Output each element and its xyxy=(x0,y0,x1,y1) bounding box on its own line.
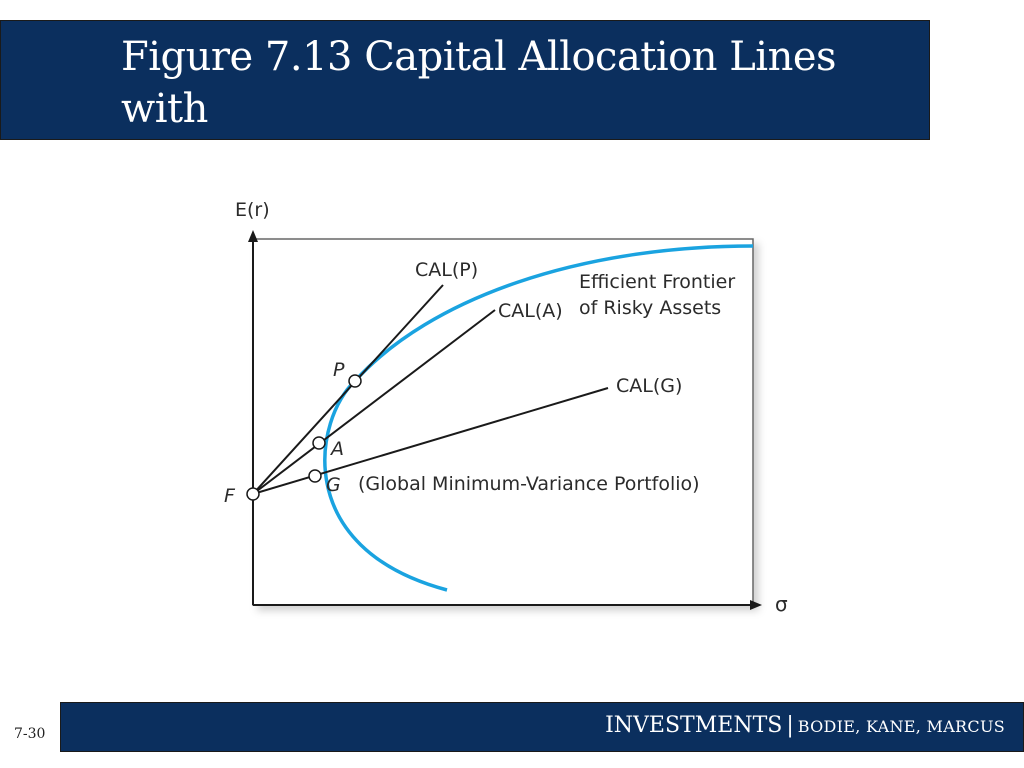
y-axis-arrow-icon xyxy=(248,230,258,242)
footer-credit: INVESTMENTS | BODIE, KANE, MARCUS xyxy=(605,713,1005,738)
y-axis-label: E(r) xyxy=(235,199,270,221)
point-a xyxy=(312,436,326,450)
slide-number: 7-30 xyxy=(14,726,46,742)
point-g-label: G xyxy=(326,474,341,496)
frontier-label-line-1: Efficient Frontier xyxy=(579,271,735,293)
slide-title-line-1: Figure 7.13 Capital Allocation Lines wit… xyxy=(121,34,837,132)
point-f-label: F xyxy=(224,485,236,507)
point-p-label: P xyxy=(333,359,345,381)
cal-g-label: CAL(G) xyxy=(616,375,682,397)
footer-brand: INVESTMENTS xyxy=(605,713,783,738)
slide-title: Figure 7.13 Capital Allocation Lines wit… xyxy=(121,31,921,187)
footer-authors: BODIE, KANE, MARCUS xyxy=(797,717,1005,736)
plot-frame xyxy=(252,238,754,606)
cal-figure: E(r) σ CAL(P) CAL(A) CAL(G) Efficient Fr… xyxy=(210,188,810,628)
cal-a-label: CAL(A) xyxy=(498,300,563,322)
point-g xyxy=(308,469,322,483)
frontier-label-line-2: of Risky Assets xyxy=(579,297,721,319)
cal-diagram: E(r) σ CAL(P) CAL(A) CAL(G) Efficient Fr… xyxy=(224,199,788,616)
slide-title-line-2: Various Portfolios from the Efficient Se… xyxy=(121,138,910,184)
point-a-label: A xyxy=(329,438,344,460)
cal-a-line xyxy=(252,309,496,495)
x-axis-arrow-icon xyxy=(750,600,762,610)
point-p xyxy=(348,374,362,388)
footer-bar: INVESTMENTS | BODIE, KANE, MARCUS xyxy=(60,702,1024,752)
title-banner: Figure 7.13 Capital Allocation Lines wit… xyxy=(0,20,930,184)
point-f xyxy=(246,487,260,501)
x-axis-label: σ xyxy=(775,592,788,616)
gmv-label: (Global Minimum-Variance Portfolio) xyxy=(358,473,700,495)
cal-p-label: CAL(P) xyxy=(415,259,478,281)
cal-p-line xyxy=(252,284,444,495)
footer-separator: | xyxy=(786,713,794,738)
